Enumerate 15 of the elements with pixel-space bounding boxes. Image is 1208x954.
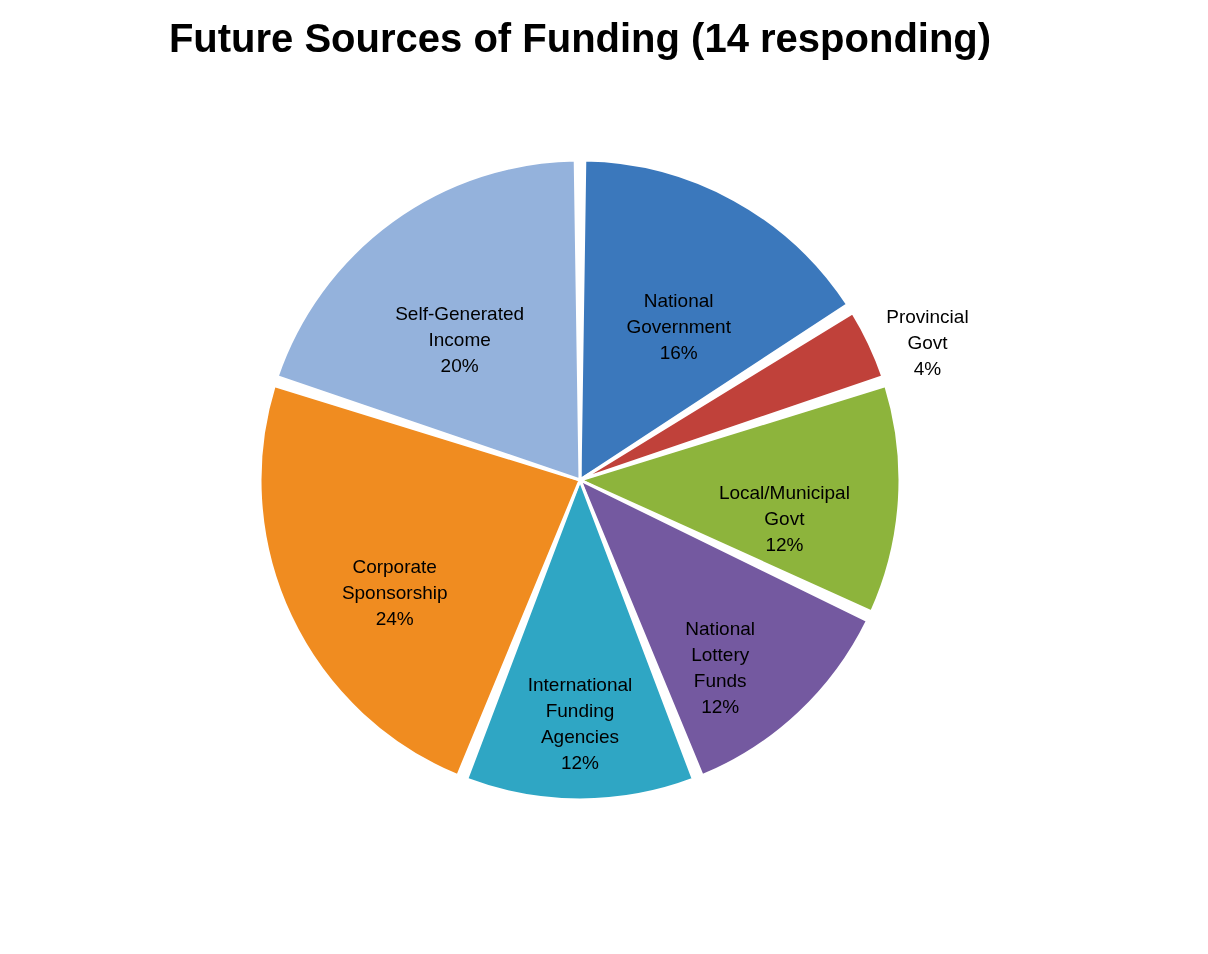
data-label: 4% (913, 357, 942, 379)
slice-label: Local/Municipal Govt (718, 481, 850, 529)
slice-label: Corporate Sponsorship (341, 556, 448, 604)
data-label: 12% (701, 696, 740, 718)
chart-title: Future Sources of Funding (14 responding) (168, 16, 992, 60)
data-label: 12% (765, 533, 804, 555)
data-label: 16% (659, 341, 698, 363)
data-label: 24% (375, 608, 414, 630)
slice-label: Self-Generated Income (395, 303, 525, 351)
slice-label: International Funding Agencies (527, 673, 633, 747)
data-label: 20% (440, 355, 479, 377)
slice-label: Provincial Govt (886, 305, 969, 353)
slice-label: National Government (626, 289, 732, 337)
slice-label: National Lottery Funds (685, 618, 756, 692)
data-label: 12% (560, 751, 600, 773)
